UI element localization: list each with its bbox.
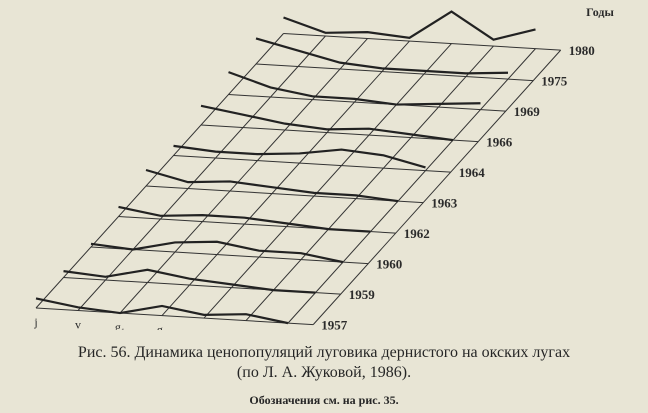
row-line	[255, 63, 534, 82]
year-label: 1980	[569, 43, 595, 58]
axis-label: Годы	[586, 5, 614, 19]
profile-line	[118, 205, 371, 233]
profile-line	[35, 297, 289, 325]
year-label: 1975	[541, 74, 568, 89]
year-label: 1957	[321, 318, 348, 330]
profile-line	[145, 168, 399, 203]
column-line	[161, 40, 410, 316]
year-label: 1962	[404, 226, 430, 241]
profile-line	[63, 268, 316, 294]
column-line	[287, 48, 536, 324]
year-label: 1963	[431, 196, 458, 211]
column-line	[203, 43, 452, 319]
profile-line	[200, 104, 454, 142]
profile-line	[283, 10, 536, 41]
caption-line: (по Л. А. Жуковой, 1986).	[236, 364, 412, 381]
stage-label: g₁	[115, 320, 125, 330]
profile-line	[90, 240, 344, 264]
year-label: 1964	[459, 165, 486, 180]
profile-line	[173, 144, 426, 169]
row-line	[200, 124, 479, 143]
profile-line	[255, 37, 509, 75]
stage-label: v	[75, 318, 81, 330]
column-line	[35, 33, 284, 309]
column-line	[119, 38, 368, 314]
stage-label: j	[33, 315, 37, 329]
caption-note: Обозначения см. на рис. 35.	[249, 393, 399, 407]
year-label: 1959	[349, 287, 376, 302]
year-label: 1960	[376, 257, 402, 272]
year-label: 1969	[514, 104, 541, 119]
row-line	[145, 185, 424, 204]
stage-label: g₃	[199, 325, 209, 330]
column-line	[245, 45, 494, 321]
row-line	[173, 155, 451, 173]
row-line	[35, 307, 314, 326]
stage-label: g₂	[157, 323, 167, 330]
column-line	[77, 35, 326, 311]
stage-label: ss	[241, 328, 251, 330]
column-line	[312, 49, 562, 325]
row-line	[283, 33, 561, 51]
profile-line	[228, 71, 481, 106]
row-line	[228, 94, 506, 112]
year-label: 1966	[486, 135, 513, 150]
caption-line: Рис. 56. Динамика ценопопуляций луговика…	[77, 344, 571, 361]
